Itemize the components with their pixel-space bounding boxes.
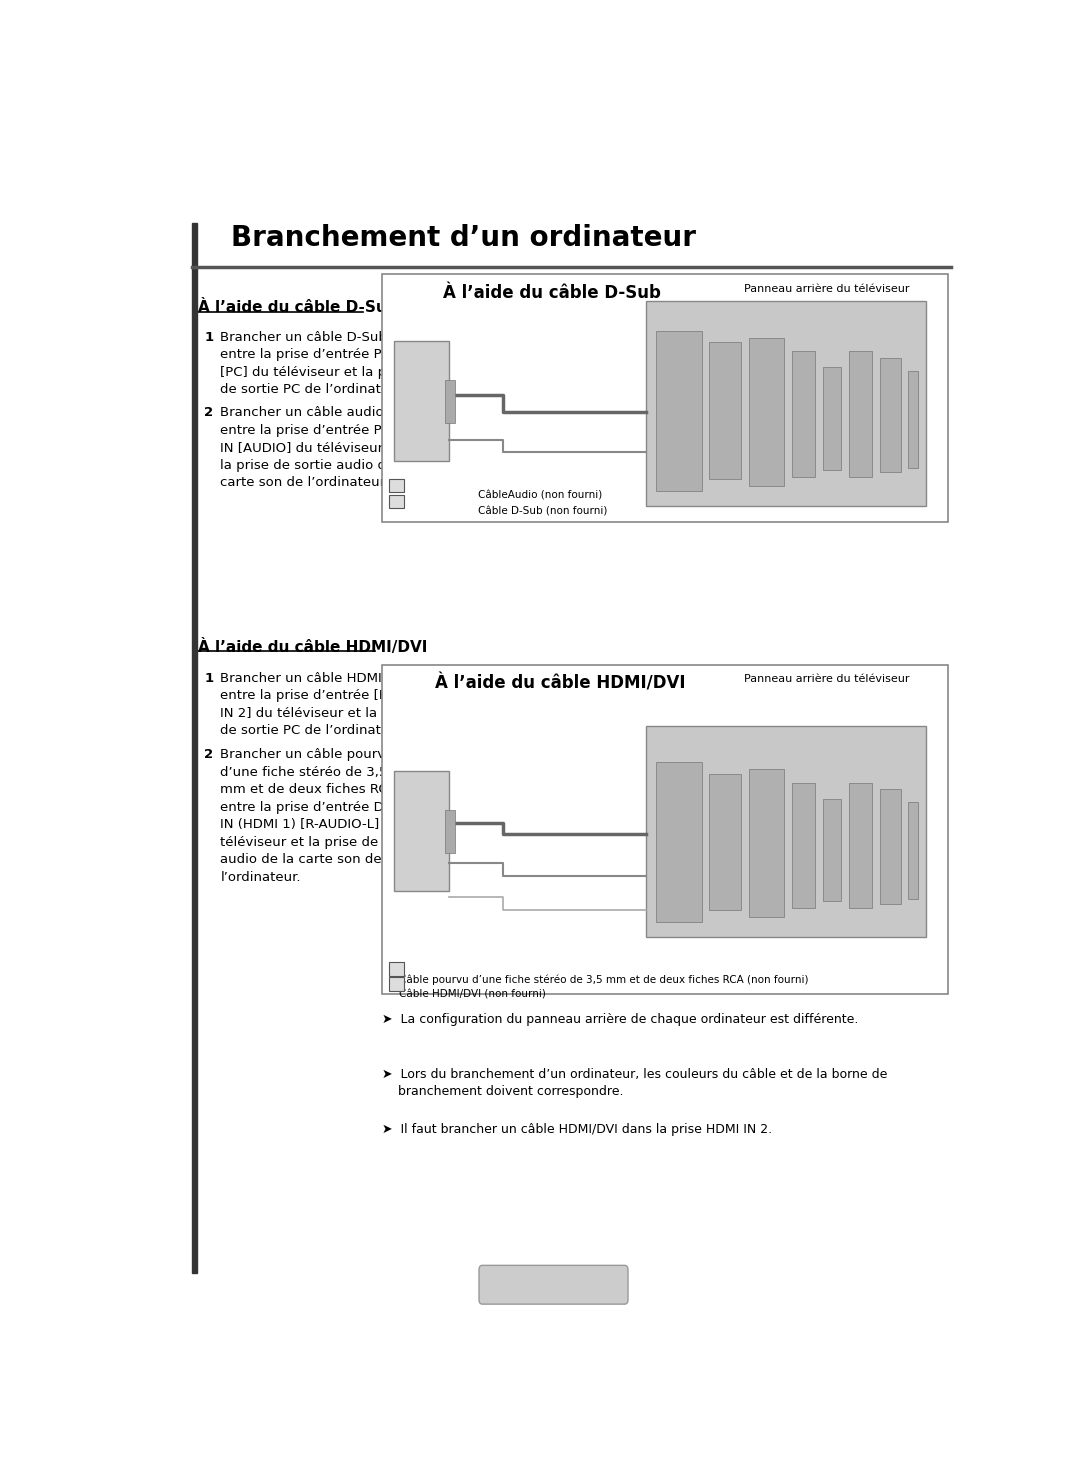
- Bar: [389, 977, 404, 991]
- Bar: [710, 774, 741, 910]
- Text: À l’aide du câble HDMI/DVI: À l’aide du câble HDMI/DVI: [434, 674, 685, 692]
- Bar: [382, 665, 948, 994]
- Bar: [880, 359, 901, 473]
- Text: ➤  Lors du branchement d’un ordinateur, les couleurs du câble et de la borne de
: ➤ Lors du branchement d’un ordinateur, l…: [382, 1069, 888, 1098]
- Text: CâbleAudio (non fourni): CâbleAudio (non fourni): [478, 491, 603, 501]
- Text: Brancher un câble HDMI/DVI
entre la prise d’entrée [HDMI
IN 2] du téléviseur et : Brancher un câble HDMI/DVI entre la pris…: [220, 671, 415, 738]
- Text: À l’aide du câble D-Sub: À l’aide du câble D-Sub: [443, 285, 661, 302]
- Text: PC: PC: [420, 370, 436, 382]
- Text: Câble pourvu d’une fiche stéréo de 3,5 mm et de deux fiches RCA (non fourni): Câble pourvu d’une fiche stéréo de 3,5 m…: [399, 974, 808, 986]
- Text: ➤  La configuration du panneau arrière de chaque ordinateur est différente.: ➤ La configuration du panneau arrière de…: [382, 1014, 859, 1026]
- Text: ➤  Il faut brancher un câble HDMI/DVI dans la prise HDMI IN 2.: ➤ Il faut brancher un câble HDMI/DVI dan…: [382, 1123, 772, 1135]
- Text: 2: 2: [204, 406, 214, 419]
- Bar: [389, 479, 404, 492]
- Bar: [710, 342, 741, 479]
- Text: Brancher un câble audio PC
entre la prise d’entrée PC
IN [AUDIO] du téléviseur e: Brancher un câble audio PC entre la pris…: [220, 406, 410, 489]
- Text: 2: 2: [204, 748, 214, 762]
- Text: Panneau arrière du téléviseur: Panneau arrière du téléviseur: [744, 674, 909, 685]
- Bar: [880, 790, 901, 904]
- Text: Français - 15: Français - 15: [509, 1279, 598, 1291]
- Text: 1: 1: [388, 980, 394, 988]
- Text: À l’aide du câble D-Sub: À l’aide du câble D-Sub: [198, 299, 397, 316]
- Bar: [748, 769, 784, 917]
- Text: Panneau arrière du téléviseur: Panneau arrière du téléviseur: [744, 285, 909, 293]
- Text: Brancher un câble pourvu
d’une fiche stéréo de 3,5
mm et de deux fiches RCA
entr: Brancher un câble pourvu d’une fiche sté…: [220, 748, 420, 883]
- Text: Câble HDMI/DVI (non fourni): Câble HDMI/DVI (non fourni): [399, 988, 545, 999]
- Text: 2: 2: [388, 965, 394, 974]
- Bar: [192, 224, 197, 1273]
- Text: Branchement d’un ordinateur: Branchement d’un ordinateur: [231, 224, 697, 252]
- Bar: [445, 379, 455, 424]
- Bar: [394, 771, 449, 891]
- Text: PC: PC: [420, 787, 436, 800]
- Bar: [792, 782, 815, 908]
- Bar: [792, 351, 815, 477]
- Bar: [849, 782, 873, 908]
- Text: Câble D-Sub (non fourni): Câble D-Sub (non fourni): [478, 507, 608, 517]
- Text: Brancher un câble D-Sub
entre la prise d’entrée PC IN
[PC] du téléviseur et la p: Brancher un câble D-Sub entre la prise d…: [220, 330, 410, 396]
- Bar: [389, 962, 404, 977]
- Text: À l’aide du câble HDMI/DVI: À l’aide du câble HDMI/DVI: [198, 639, 428, 655]
- Bar: [908, 370, 918, 468]
- Bar: [646, 301, 926, 507]
- Bar: [748, 338, 784, 486]
- Text: 2: 2: [388, 480, 394, 491]
- Text: 1: 1: [388, 496, 394, 505]
- Text: 1: 1: [204, 671, 214, 685]
- Bar: [656, 330, 702, 491]
- Bar: [382, 274, 948, 523]
- Bar: [849, 351, 873, 477]
- Text: 1: 1: [204, 330, 214, 344]
- Bar: [394, 341, 449, 461]
- Bar: [389, 495, 404, 508]
- Bar: [823, 368, 841, 470]
- FancyBboxPatch shape: [480, 1266, 627, 1304]
- Bar: [656, 762, 702, 922]
- Bar: [908, 802, 918, 900]
- Bar: [823, 799, 841, 901]
- Bar: [646, 726, 926, 937]
- Bar: [445, 811, 455, 854]
